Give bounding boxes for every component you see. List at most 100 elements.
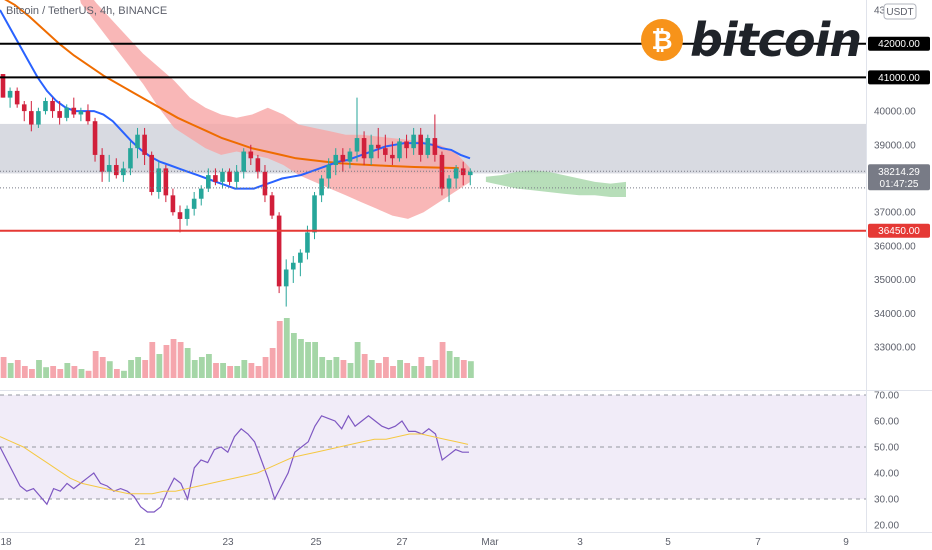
candle-body <box>390 154 395 159</box>
volume-bar <box>163 345 170 378</box>
bitcoin-logo-symbol: ₿ <box>651 26 672 56</box>
candle-body <box>220 171 225 182</box>
candle-body <box>340 154 346 162</box>
candle-body <box>290 262 296 270</box>
candle-body <box>163 168 169 196</box>
candle-body <box>255 158 261 172</box>
candle-body <box>177 212 183 219</box>
volume-bar <box>57 369 64 378</box>
volume-bar <box>213 363 219 378</box>
candle-body <box>425 138 431 155</box>
volume-bar <box>170 339 177 378</box>
volume-bar <box>241 360 248 378</box>
volume-bar <box>85 370 92 378</box>
candle-body <box>213 175 218 182</box>
volume-bar <box>439 342 446 378</box>
time-axis-tick: 3 <box>577 537 583 548</box>
candle-body <box>326 165 331 179</box>
candle-body <box>368 144 374 159</box>
candle-body <box>241 151 247 172</box>
candle-body <box>0 74 6 98</box>
volume-bar <box>121 370 127 378</box>
candle-body <box>7 90 13 98</box>
volume-bar <box>333 357 340 378</box>
candle-body <box>43 100 48 112</box>
volume-bar <box>220 363 226 378</box>
candle-body <box>227 171 232 182</box>
candle-body <box>361 138 367 159</box>
rsi-line <box>0 414 469 513</box>
candle-body <box>276 215 282 287</box>
rsi-ma-line <box>0 433 469 495</box>
candle-body <box>57 111 62 118</box>
volume-bar <box>283 318 290 378</box>
price-axis-tick: 35000.00 <box>874 275 916 286</box>
candle-body <box>298 252 303 263</box>
volume-bar <box>312 342 319 378</box>
candle-body <box>305 232 310 253</box>
candle-body <box>397 141 402 159</box>
volume-bar <box>149 342 156 378</box>
time-axis-tick: 5 <box>665 537 671 548</box>
volume-bar <box>21 366 28 378</box>
candle-body <box>50 100 55 112</box>
volume-bar <box>375 363 382 378</box>
last-price-label: 38214.29 <box>878 167 920 178</box>
volume-bar <box>198 357 205 378</box>
rsi-axis-tick: 60.00 <box>874 417 899 428</box>
volume-bar <box>467 361 474 378</box>
last-price-tag-bg <box>868 164 930 191</box>
volume-bar <box>184 348 191 378</box>
volume-bar <box>383 357 389 378</box>
volume-bar <box>404 363 411 378</box>
price-axis-tick: 37000.00 <box>874 208 916 219</box>
volume-bar <box>156 354 163 378</box>
price-axis-tick: 33000.00 <box>874 343 916 354</box>
time-axis-tick: 18 <box>0 537 12 548</box>
price-axis-tick: 34000.00 <box>874 309 916 320</box>
ema-fast-line <box>0 9 471 190</box>
candle-body <box>234 171 239 182</box>
candle-body <box>453 168 459 179</box>
volume-bar <box>113 369 120 378</box>
candle-body <box>354 138 360 152</box>
volume-bar <box>71 366 78 378</box>
volume-bar <box>14 360 21 378</box>
candle-body <box>269 195 275 216</box>
volume-bar <box>326 360 333 378</box>
volume-bar <box>276 321 283 378</box>
candle-body <box>262 171 268 196</box>
volume-bar <box>248 363 255 378</box>
volume-bar <box>92 351 99 378</box>
time-axis-tick: 21 <box>134 537 146 548</box>
volume-bar <box>262 357 269 378</box>
volume-bar <box>0 357 7 378</box>
candle-body <box>78 111 84 115</box>
time-axis-tick: 9 <box>843 537 849 548</box>
volume-bar <box>99 357 106 378</box>
volume-bar <box>255 366 262 378</box>
candle-body <box>71 107 77 115</box>
ema-slow-line <box>4 0 459 170</box>
level-tag-label: 41000.00 <box>878 73 920 84</box>
candle-body <box>467 171 473 176</box>
level-tag-bg <box>868 70 930 85</box>
candle-body <box>14 90 20 105</box>
volume-bar <box>234 366 241 378</box>
volume-bar <box>390 366 396 378</box>
volume-bar <box>361 354 368 378</box>
candle-body <box>170 195 176 213</box>
volume-bar <box>425 366 432 378</box>
candle-body <box>418 134 424 155</box>
volume-bar <box>418 357 425 378</box>
candle-body <box>446 178 452 189</box>
volume-bar <box>319 357 326 378</box>
candle-body <box>92 121 98 155</box>
candle-body <box>21 104 27 112</box>
candle-body <box>404 141 409 149</box>
candle-body <box>184 208 190 219</box>
volume-bar <box>142 360 149 378</box>
candle-body <box>283 269 289 287</box>
